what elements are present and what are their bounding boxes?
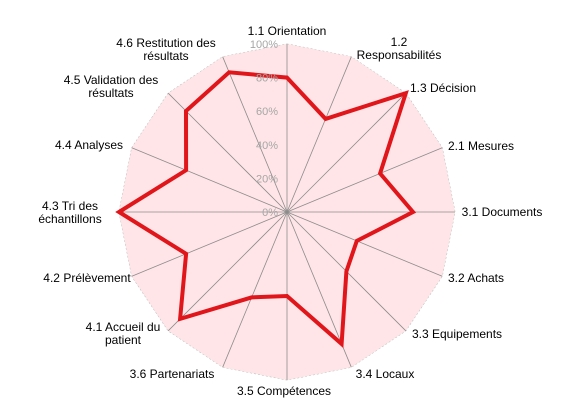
axis-label-line: 1.3 Décision bbox=[410, 81, 476, 95]
axis-label-line: 4.1 Accueil du bbox=[86, 320, 161, 334]
axis-label-line: 3.6 Partenariats bbox=[130, 367, 215, 381]
spoke-9 bbox=[222, 211, 288, 368]
axis-label-3-3-equipements: 3.3 Equipements bbox=[412, 327, 502, 341]
axis-label-line: 4.6 Restitution des bbox=[116, 36, 215, 50]
axis-label-1-1-orientation: 1.1 Orientation bbox=[248, 24, 327, 38]
radial-tick-labels: 0% 20% 40% 60% 80% 100% bbox=[250, 39, 278, 219]
axis-label-4-1-accueil-du-patient: 4.1 Accueil du patient bbox=[86, 320, 161, 347]
axis-label-line: Responsabilités bbox=[357, 48, 442, 62]
spoke-10 bbox=[167, 211, 288, 332]
axis-label-line: résultats bbox=[143, 49, 188, 63]
spoke-1 bbox=[286, 56, 352, 213]
spoke-13 bbox=[131, 147, 288, 213]
axis-label-line: patient bbox=[105, 333, 142, 347]
axis-label-line: 1.2 bbox=[391, 35, 408, 49]
axis-label-4-6-restitution-des-resultats: 4.6 Restitution des résultats bbox=[116, 36, 215, 63]
axis-label-3-1-documents: 3.1 Documents bbox=[462, 205, 543, 219]
tick-label-4: 80% bbox=[256, 73, 278, 85]
tick-label-5: 100% bbox=[250, 39, 278, 51]
axis-label-2-1-mesures: 2.1 Mesures bbox=[448, 139, 514, 153]
tick-label-2: 40% bbox=[256, 140, 278, 152]
tick-label-3: 60% bbox=[256, 106, 278, 118]
axis-label-line: 3.1 Documents bbox=[462, 205, 543, 219]
axis-label-4-5-validation-des-resultats: 4.5 Validation des résultats bbox=[64, 73, 159, 100]
data-series bbox=[115, 70, 417, 349]
axis-label-line: 4.5 Validation des bbox=[64, 73, 159, 87]
axis-label-line: 4.4 Analyses bbox=[55, 138, 123, 152]
axis-label-line: 4.2 Prélèvement bbox=[43, 271, 131, 285]
spoke-15 bbox=[222, 56, 288, 213]
spoke-11 bbox=[131, 211, 288, 277]
tick-label-1: 20% bbox=[256, 173, 278, 185]
axis-label-line: 3.4 Locaux bbox=[356, 367, 415, 381]
axis-label-line: 3.2 Achats bbox=[448, 271, 504, 285]
spoke-3 bbox=[286, 147, 443, 213]
axis-label-3-2-achats: 3.2 Achats bbox=[448, 271, 504, 285]
spoke-2 bbox=[286, 92, 407, 213]
tick-label-0: 0% bbox=[262, 207, 278, 219]
axis-label-1-2-responsabilites: 1.2 Responsabilités bbox=[357, 35, 442, 62]
axis-label-line: 3.3 Equipements bbox=[412, 327, 502, 341]
axis-label-4-2-prelevement: 4.2 Prélèvement bbox=[43, 271, 131, 285]
axis-label-4-3-tri-des-echantillons: 4.3 Tri des échantillons bbox=[38, 199, 101, 226]
axis-label-line: échantillons bbox=[38, 212, 101, 226]
axis-label-3-6-partenariats: 3.6 Partenariats bbox=[130, 367, 215, 381]
axis-label-line: résultats bbox=[88, 86, 133, 100]
spoke-5 bbox=[286, 211, 443, 277]
category-labels: 1.1 Orientation 1.2 Responsabilités 1.3 Déc… bbox=[38, 24, 542, 398]
axis-label-line: 1.1 Orientation bbox=[248, 24, 327, 38]
axis-label-line: 3.5 Compétences bbox=[237, 384, 331, 398]
axis-label-line: 2.1 Mesures bbox=[448, 139, 514, 153]
axis-label-4-4-analyses: 4.4 Analyses bbox=[55, 138, 123, 152]
axis-label-line: 4.3 Tri des bbox=[42, 199, 98, 213]
axis-label-3-4-locaux: 3.4 Locaux bbox=[356, 367, 415, 381]
axis-label-3-5-competences: 3.5 Compétences bbox=[237, 384, 331, 398]
series-line-0 bbox=[115, 70, 417, 349]
axis-label-1-3-decision: 1.3 Décision bbox=[410, 81, 476, 95]
